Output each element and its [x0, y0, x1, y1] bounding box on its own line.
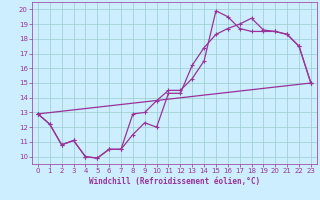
X-axis label: Windchill (Refroidissement éolien,°C): Windchill (Refroidissement éolien,°C)	[89, 177, 260, 186]
